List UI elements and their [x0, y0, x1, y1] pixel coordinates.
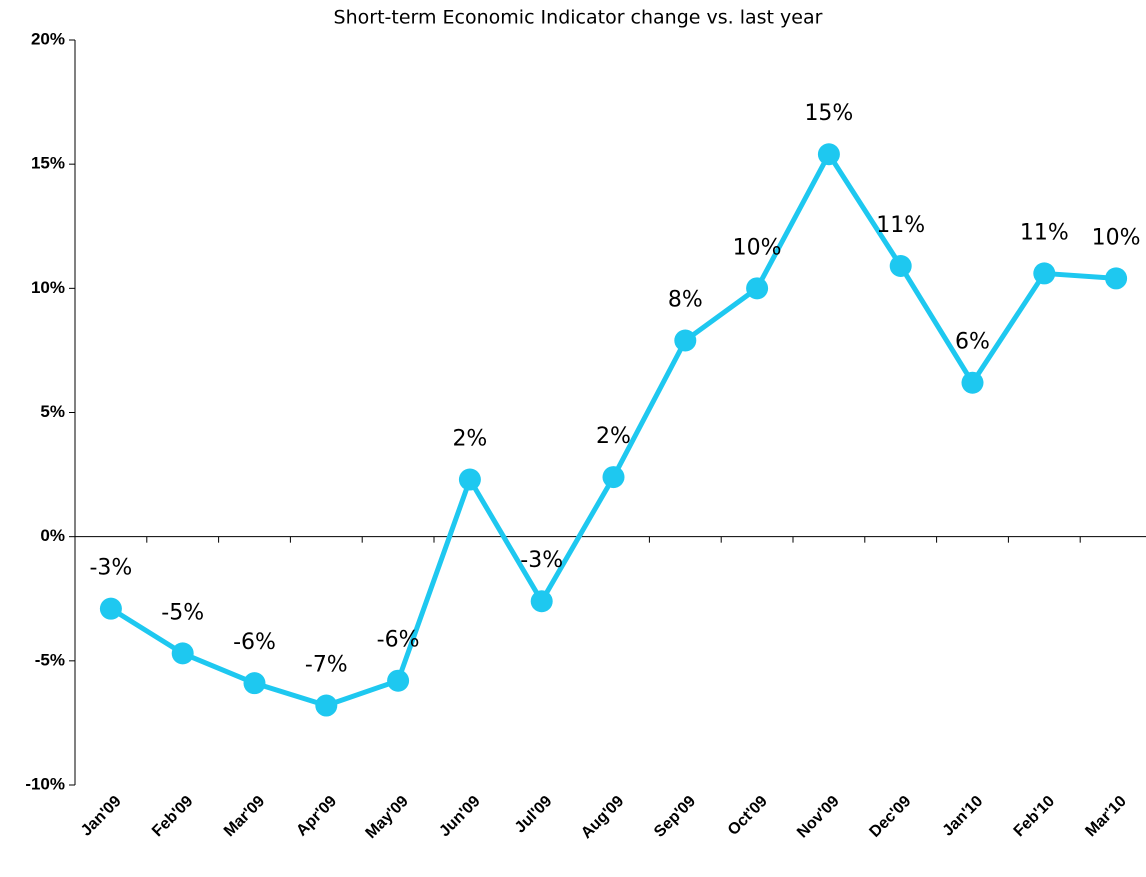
chart-title: Short-term Economic Indicator change vs.… [334, 7, 823, 29]
data-point [889, 254, 912, 277]
x-tick-label: Oct'09 [725, 793, 771, 839]
data-point [746, 277, 769, 300]
data-point [387, 669, 410, 692]
data-label: 8% [668, 287, 703, 312]
data-label: 11% [1020, 220, 1069, 245]
data-label: -3% [520, 548, 563, 573]
data-label: 10% [1092, 225, 1141, 250]
data-label: 11% [876, 213, 925, 238]
x-tick-label: Feb'09 [149, 793, 196, 840]
data-point [243, 672, 266, 695]
data-label: 6% [955, 330, 990, 355]
y-tick-label: 20% [31, 29, 65, 48]
y-tick-label: 10% [31, 278, 65, 297]
data-point [99, 597, 122, 620]
data-point [817, 143, 840, 166]
x-tick-label: Aug'09 [578, 793, 627, 842]
data-point [602, 466, 625, 489]
data-point [530, 590, 553, 613]
x-tick-label: Feb'10 [1011, 793, 1058, 840]
x-tick-label: Mar'09 [221, 793, 268, 840]
y-tick-label: 5% [40, 402, 65, 421]
data-label: 2% [452, 427, 487, 452]
data-point [171, 642, 194, 665]
data-point [1105, 267, 1128, 290]
data-label: -3% [89, 556, 132, 581]
data-point [674, 329, 697, 352]
x-tick-label: Mar'10 [1082, 793, 1129, 840]
data-point [458, 468, 481, 491]
x-tick-label: Jan'09 [78, 793, 125, 840]
data-label: -6% [233, 630, 276, 655]
data-label: -7% [305, 653, 348, 678]
y-tick-label: -10% [25, 774, 65, 793]
x-tick-label: Nov'09 [794, 793, 843, 842]
y-tick-label: 15% [31, 154, 65, 173]
data-label: 15% [804, 101, 853, 126]
data-label: -6% [377, 628, 420, 653]
x-tick-label: Jan'10 [940, 793, 987, 840]
data-point [1033, 262, 1056, 285]
data-point [961, 371, 984, 394]
x-tick-label: Sep'09 [651, 793, 699, 841]
x-tick-label: Apr'09 [293, 793, 340, 840]
x-tick-label: May'09 [363, 793, 412, 842]
x-tick-label: Dec'09 [866, 793, 914, 841]
data-point [315, 694, 338, 717]
x-tick-label: Jul'09 [512, 793, 556, 837]
y-tick-label: 0% [40, 526, 65, 545]
data-label: -5% [161, 600, 204, 625]
data-label: 2% [596, 424, 631, 449]
data-label: 10% [733, 235, 782, 260]
x-tick-label: Jun'09 [436, 793, 483, 840]
y-tick-label: -5% [35, 650, 65, 669]
